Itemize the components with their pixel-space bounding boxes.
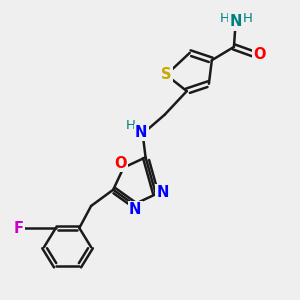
- Text: H: H: [220, 12, 230, 25]
- Text: N: N: [129, 202, 142, 217]
- Text: N: N: [135, 125, 147, 140]
- Text: H: H: [125, 119, 135, 132]
- Text: N: N: [156, 185, 169, 200]
- Text: H: H: [243, 12, 253, 25]
- Text: F: F: [14, 220, 23, 236]
- Text: O: O: [114, 156, 127, 171]
- Text: N: N: [229, 14, 242, 29]
- Text: O: O: [254, 47, 266, 62]
- Text: S: S: [161, 68, 171, 82]
